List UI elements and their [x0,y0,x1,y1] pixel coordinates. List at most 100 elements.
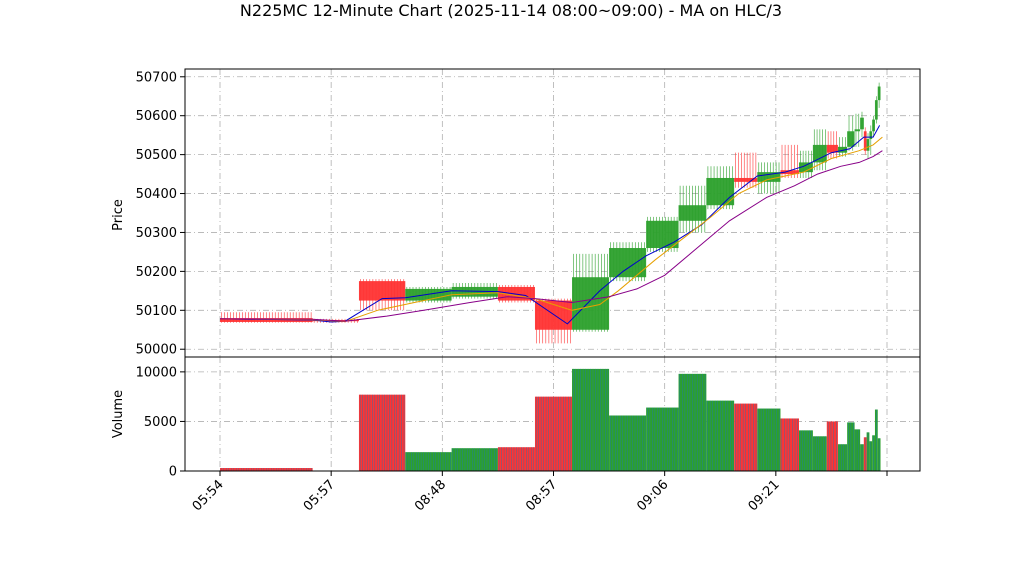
volume-panel: 0 5000 10000 Volume [111,356,921,480]
moving-average-lines [219,125,883,325]
candle-body [860,117,864,130]
volume-bar [812,436,827,471]
candle-body [678,205,707,221]
candle [869,125,873,155]
price-tick-label: 50000 [136,343,177,358]
candle-body [874,100,878,120]
volume-tick-label: 10000 [136,365,177,380]
volume-bar [534,396,573,471]
volume-bar [572,368,610,471]
volume-bar [451,448,498,471]
candle-body [826,144,838,153]
candle [874,96,878,124]
x-axis-ticks: 05:54 05:57 08:48 08:57 09:06 09:21 [190,471,888,514]
volume-bar [358,394,406,471]
candle-body [877,86,881,101]
volume-bar [854,429,861,471]
volume-bar [798,430,813,471]
volume-bar-fill [837,444,848,471]
candle-body [609,248,647,278]
volume-bar [847,422,855,471]
candle-body [780,170,799,175]
volume-bar [757,408,781,471]
price-panel: 50000 50100 50200 50300 50400 50500 50600 50700… [111,68,921,358]
volume-bar [826,421,838,471]
candle-body [847,131,855,147]
price-axis-label: Price [111,199,126,231]
moving-average-line [219,150,883,322]
candle [609,242,647,282]
volume-bar [837,444,848,471]
moving-average-line [219,136,883,323]
price-tick-label: 50300 [136,226,177,241]
candle-body [869,131,873,140]
candle [757,162,781,194]
x-tick-label: 09:06 [634,477,671,514]
candle [678,185,707,233]
volume-frame [184,356,921,472]
price-tick-label: 50100 [136,304,177,319]
x-tick-label: 08:48 [412,477,449,514]
volume-bar [877,438,881,471]
candle [798,150,813,178]
candle-body [863,131,867,151]
candle [872,115,875,138]
volume-bar [872,435,875,471]
candle-body [757,172,781,182]
candle [646,216,679,252]
x-tick-label: 05:57 [301,477,338,514]
candle [780,144,799,178]
candle [706,166,735,210]
candle-body [854,129,861,132]
volume-bars [220,368,881,471]
price-y-ticks: 50000 50100 50200 50300 50400 50500 50600 50700 [136,70,185,358]
candle [837,137,848,157]
price-tick-label: 50700 [136,70,177,85]
volume-bar [863,437,867,471]
volume-bar-fill [798,430,813,471]
candle-body [812,144,827,163]
candle [572,253,610,332]
candle-body [798,162,813,173]
price-tick-label: 50600 [136,109,177,124]
volume-bar [609,415,647,471]
volume-bar [678,373,707,471]
volume-axis-label: Volume [111,390,126,438]
chart-title: N225MC 12-Minute Chart (2025-11-14 08:00… [240,1,782,20]
volume-bar [860,444,864,471]
volume-bar-fill [812,436,827,471]
price-bars [220,82,881,344]
x-tick-label: 08:57 [523,477,560,514]
volume-bar-fill [854,429,861,471]
volume-bar-fill [826,421,838,471]
candle-body [734,177,758,182]
candle-body [866,139,870,151]
volume-bar [646,407,679,471]
volume-bar [405,452,452,471]
volume-tick-label: 5000 [144,415,177,430]
candle [860,111,864,138]
candle-body [646,220,679,249]
x-tick-label: 09:21 [746,477,783,514]
candle [863,127,867,155]
candle-body [572,277,610,330]
candle [877,82,881,108]
x-tick-label: 05:54 [190,477,227,514]
price-tick-label: 50400 [136,187,177,202]
candle [734,152,758,188]
price-tick-label: 50500 [136,148,177,163]
candle [812,129,827,171]
candle-body [872,119,875,132]
candle-body [220,318,313,322]
candle-body [358,281,406,301]
candle-body [837,146,848,153]
volume-y-ticks: 0 5000 10000 [136,365,185,480]
candle-body [451,286,498,297]
volume-bar [869,441,873,471]
volume-bar [780,418,799,471]
volume-bar [734,403,758,471]
candle [847,115,855,151]
volume-bar [706,400,735,471]
